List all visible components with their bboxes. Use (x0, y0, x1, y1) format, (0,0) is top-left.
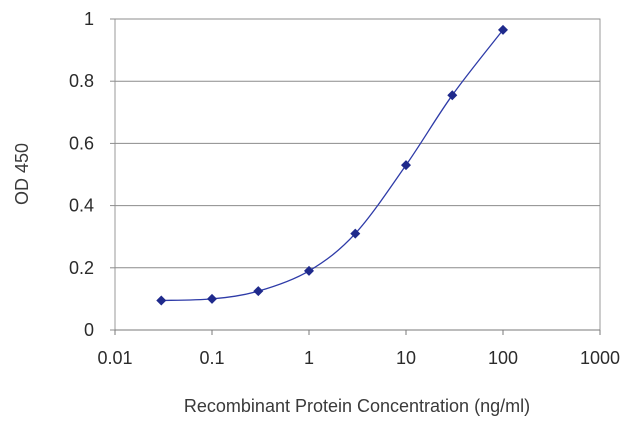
data-point-0 (156, 295, 167, 306)
gridlines (115, 18, 600, 331)
x-axis-title: Recombinant Protein Concentration (ng/ml… (184, 396, 530, 416)
y-tick-label-0: 0 (84, 320, 94, 340)
y-tick-label-4: 0.8 (69, 71, 94, 91)
data-point-7 (498, 24, 508, 35)
x-tick-label-1: 0.1 (199, 348, 224, 368)
x-tick-label-2: 1 (304, 348, 314, 368)
y-tick-label-1: 0.2 (69, 258, 94, 278)
data-point-1 (207, 293, 217, 304)
data-point-3 (304, 265, 314, 276)
x-tick-label-5: 1000 (580, 348, 620, 368)
data-point-4 (350, 228, 361, 239)
x-tick-label-3: 10 (396, 348, 416, 368)
y-tick-label-2: 0.4 (69, 196, 94, 216)
x-tick-label-0: 0.01 (97, 348, 132, 368)
data-points-layer (156, 24, 508, 306)
y-tick-label-5: 1 (84, 9, 94, 29)
x-tick-label-4: 100 (488, 348, 518, 368)
data-point-6 (447, 90, 458, 101)
data-point-5 (401, 160, 411, 171)
plot-area-frame (114, 18, 601, 331)
y-tick-label-3: 0.6 (69, 133, 94, 153)
y-axis-ticks: 0 0.2 0.4 0.6 0.8 1 (69, 9, 115, 340)
data-point-2 (253, 286, 264, 297)
y-axis-title: OD 450 (12, 143, 32, 205)
x-axis-ticks: 0.01 0.1 1 10 100 1000 (97, 330, 620, 368)
